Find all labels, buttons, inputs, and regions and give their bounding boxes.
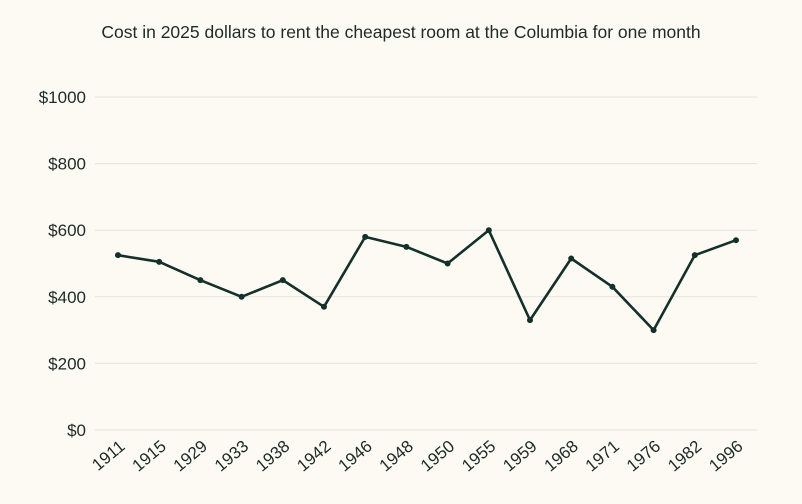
data-point bbox=[485, 227, 492, 234]
data-point bbox=[527, 317, 533, 324]
y-tick-label: $600 bbox=[48, 221, 86, 240]
x-tick-label: 1968 bbox=[541, 437, 582, 476]
data-point bbox=[444, 260, 451, 267]
data-point bbox=[733, 237, 739, 244]
y-tick-label: $1000 bbox=[39, 88, 86, 107]
x-tick-label: 1942 bbox=[293, 437, 334, 476]
data-point bbox=[362, 233, 369, 240]
data-point bbox=[197, 277, 204, 284]
x-tick-label: 1996 bbox=[705, 437, 746, 476]
x-tick-label: 1959 bbox=[499, 437, 540, 476]
data-point bbox=[115, 252, 121, 259]
x-tick-label: 1948 bbox=[376, 437, 417, 476]
x-tick-label: 1929 bbox=[170, 437, 211, 476]
x-tick-label: 1955 bbox=[458, 437, 499, 476]
data-point bbox=[156, 258, 163, 265]
y-tick-label: $400 bbox=[48, 288, 86, 307]
series-line bbox=[117, 228, 737, 332]
chart-title: Cost in 2025 dollars to rent the cheapes… bbox=[101, 22, 701, 42]
data-point bbox=[568, 255, 575, 262]
y-tick-label: $800 bbox=[48, 155, 86, 174]
x-tick-label: 1938 bbox=[252, 437, 293, 476]
x-tick-label: 1915 bbox=[129, 437, 170, 476]
data-point bbox=[279, 277, 286, 284]
data-point bbox=[650, 327, 657, 334]
data-point bbox=[403, 243, 410, 250]
data-point bbox=[691, 252, 698, 259]
x-tick-label: 1911 bbox=[88, 437, 128, 475]
x-tick-label: 1971 bbox=[582, 437, 623, 476]
data-point bbox=[238, 293, 245, 300]
x-tick-label: 1950 bbox=[417, 437, 458, 476]
x-tick-label: 1933 bbox=[211, 437, 252, 476]
x-tick-label: 1976 bbox=[623, 437, 664, 476]
data-point bbox=[609, 283, 616, 290]
y-tick-label: $0 bbox=[67, 421, 86, 440]
data-point bbox=[321, 303, 327, 310]
x-tick-label: 1982 bbox=[664, 437, 705, 476]
x-tick-label: 1946 bbox=[335, 437, 376, 476]
y-tick-label: $200 bbox=[48, 354, 86, 373]
